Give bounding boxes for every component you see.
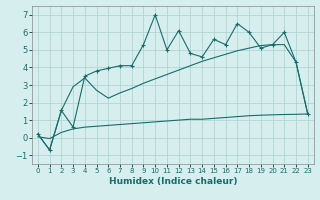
X-axis label: Humidex (Indice chaleur): Humidex (Indice chaleur) (108, 177, 237, 186)
